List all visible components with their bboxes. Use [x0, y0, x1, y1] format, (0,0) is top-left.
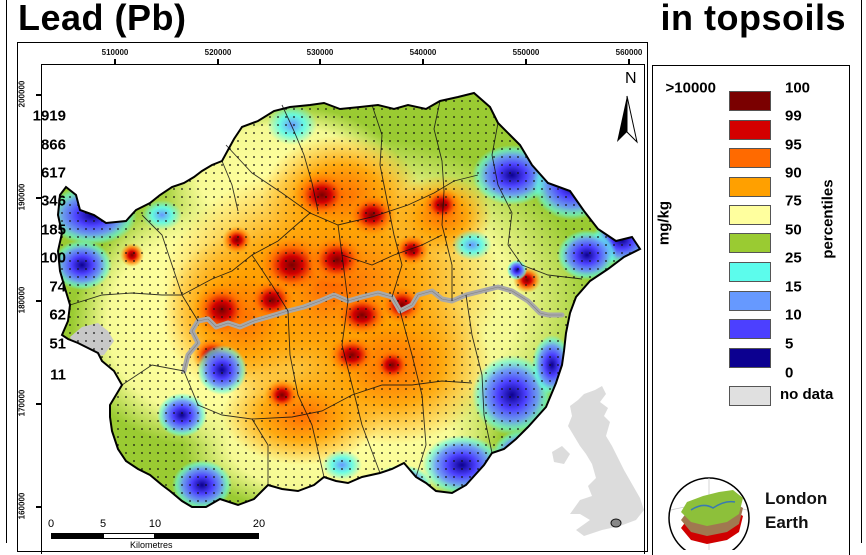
map-subtitle: in topsoils [660, 0, 846, 38]
legend-percentile: 100 [785, 79, 811, 97]
london-location-marker [610, 518, 622, 528]
page-border-right [861, 0, 862, 543]
legend-concentration: 185 [40, 221, 66, 239]
x-tick-label: 560000 [615, 48, 643, 57]
legend-percentile: 75 [785, 192, 802, 210]
scale-label: 0 [47, 518, 55, 530]
north-arrow-label: N [625, 70, 637, 87]
legend-percentile: 50 [785, 221, 802, 239]
uk-locator-inset [552, 386, 644, 536]
legend-swatch-no-data [729, 386, 771, 406]
map-neat-line [41, 64, 645, 554]
x-tick-label: 550000 [512, 48, 540, 57]
logo-text-line2: Earth [765, 513, 809, 532]
legend-concentration: 51 [49, 335, 66, 353]
legend-swatch [729, 291, 771, 311]
y-tick-label: 170000 [17, 389, 27, 417]
legend-swatch [729, 262, 771, 282]
legend-percentile-title: percentiles [819, 179, 837, 259]
scale-label: 20 [252, 518, 266, 530]
scale-bar-segment [51, 533, 103, 539]
legend-swatch [729, 91, 771, 111]
legend-concentration: 62 [49, 306, 66, 324]
legend-swatch [729, 148, 771, 168]
borough-boundaries [69, 100, 583, 485]
legend-swatch [729, 120, 771, 140]
legend-swatch [729, 319, 771, 339]
legend-concentration: 346 [40, 192, 66, 210]
x-tick-mark [114, 59, 116, 65]
x-tick-label: 520000 [204, 48, 232, 57]
legend-percentile: 5 [785, 335, 794, 353]
legend-percentile: 10 [785, 306, 802, 324]
legend-concentration: 1919 [32, 107, 66, 125]
legend-swatch [729, 233, 771, 253]
legend-percentile: 0 [785, 364, 794, 382]
y-tick-mark [36, 300, 42, 302]
legend-concentration: 100 [40, 249, 66, 267]
legend-concentration: 11 [50, 366, 66, 384]
scale-bar-segment [103, 533, 155, 539]
x-tick-label: 540000 [409, 48, 437, 57]
page-border-left [6, 0, 7, 543]
y-tick-mark [36, 506, 42, 508]
legend-swatch [729, 348, 771, 368]
x-tick-mark [319, 59, 321, 65]
y-tick-mark [36, 94, 42, 96]
legend-concentration: 866 [40, 136, 66, 154]
legend-concentration: >10000 [665, 79, 716, 97]
logo-text-line1: London [765, 489, 828, 508]
legend-swatch [729, 205, 771, 225]
legend-unit-label: mg/kg [655, 200, 673, 246]
legend-percentile: 99 [785, 107, 802, 125]
legend-percentile: 95 [785, 136, 802, 154]
x-tick-mark [628, 59, 630, 65]
y-tick-mark [36, 197, 42, 199]
london-earth-logo-icon [668, 477, 750, 550]
legend-percentile: 25 [785, 249, 802, 267]
scale-unit: Kilometres [130, 540, 173, 550]
legend-no-data-label: no data [780, 386, 834, 403]
x-tick-label: 510000 [101, 48, 129, 57]
x-tick-mark [217, 59, 219, 65]
scale-label: 5 [99, 518, 107, 530]
legend-frame [652, 65, 850, 555]
y-tick-label: 160000 [17, 492, 27, 520]
x-tick-label: 530000 [306, 48, 334, 57]
x-tick-mark [422, 59, 424, 65]
legend-percentile: 90 [785, 164, 802, 182]
north-arrow-icon [617, 95, 638, 144]
map-title: Lead (Pb) [18, 0, 187, 38]
y-tick-mark [36, 403, 42, 405]
legend-percentile: 15 [785, 278, 802, 296]
scale-bar-segment [155, 533, 259, 539]
lead-concentration-map[interactable] [42, 65, 644, 543]
legend-swatch [729, 177, 771, 197]
scale-label: 10 [148, 518, 162, 530]
london-boundary [56, 91, 642, 508]
legend-concentration: 74 [49, 278, 66, 296]
y-tick-label: 200000 [17, 80, 27, 108]
legend-concentration: 617 [40, 164, 66, 182]
x-tick-mark [525, 59, 527, 65]
